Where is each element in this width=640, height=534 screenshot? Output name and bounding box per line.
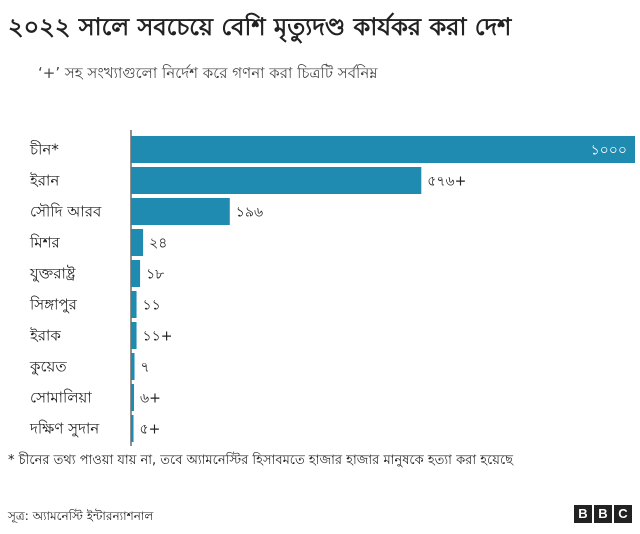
bbc-logo: B B C [574, 505, 632, 523]
value-label: ৫+ [140, 422, 161, 438]
bbc-logo-letter-3: C [614, 505, 632, 523]
chart-subtitle: ‘+’ সহ সংখ্যাগুলো নির্দেশ করে গণনা করা চ… [38, 64, 378, 82]
bars-layer: চীন* ১০০০ ইরান ৫৭৬+ সৌদি আরব ১৯৬ মিশর ২৪ যুক্তরা… [29, 130, 635, 446]
bar [131, 198, 230, 225]
category-label: দক্ষিণ সুদান [29, 420, 100, 438]
bar [131, 353, 135, 380]
category-label: সৌদি আরব [30, 203, 102, 221]
bar-chart: চীন* ১০০০ ইরান ৫৭৬+ সৌদি আরব ১৯৬ মিশর ২৪ যুক্তরা… [29, 130, 635, 446]
value-label: ৫৭৬+ [427, 174, 466, 190]
bbc-logo-letter-1: B [574, 505, 592, 523]
bar [131, 167, 422, 194]
value-label: ১৯৬ [236, 205, 263, 221]
chart-title: ২০২২ সালে সবচেয়ে বেশি মৃত্যুদণ্ড কার্যক… [8, 13, 512, 41]
category-label: যুক্তরাষ্ট্র [29, 265, 76, 283]
value-label: ৬+ [140, 391, 161, 407]
bar [131, 384, 135, 411]
category-label: সিঙ্গাপুর [29, 296, 78, 314]
bar [131, 322, 137, 349]
bar [131, 136, 635, 163]
value-label: ৭ [141, 360, 150, 376]
bar [131, 229, 144, 256]
category-label: চীন* [29, 141, 59, 159]
value-label: ১১+ [143, 329, 173, 345]
bbc-logo-letter-2: B [594, 505, 612, 523]
value-label: ১৮ [146, 267, 164, 283]
footnote: * চীনের তথ্য পাওয়া যায় না, তবে অ্যামনে… [8, 453, 514, 468]
source-label: সূত্র: অ্যামনেস্টি ইন্টারন্যাশনাল [8, 509, 154, 523]
value-label: ২৪ [149, 236, 167, 252]
bar [131, 415, 134, 442]
bar [131, 291, 137, 318]
category-label: কুয়েত [29, 358, 67, 376]
category-label: সোমালিয়া [30, 389, 92, 407]
value-label: ১১ [143, 298, 161, 314]
category-label: ইরাক [29, 327, 61, 345]
bar [131, 260, 141, 287]
category-label: ইরান [29, 172, 60, 190]
category-label: মিশর [29, 234, 60, 252]
value-label: ১০০০ [591, 143, 627, 159]
